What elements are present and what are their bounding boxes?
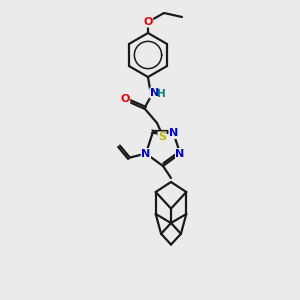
- Text: N: N: [141, 148, 151, 159]
- Text: N: N: [176, 148, 185, 159]
- Text: N: N: [169, 128, 178, 138]
- Text: N: N: [150, 88, 159, 98]
- Text: H: H: [157, 89, 166, 99]
- Text: O: O: [143, 17, 153, 27]
- Text: S: S: [158, 132, 166, 142]
- Text: O: O: [120, 94, 130, 104]
